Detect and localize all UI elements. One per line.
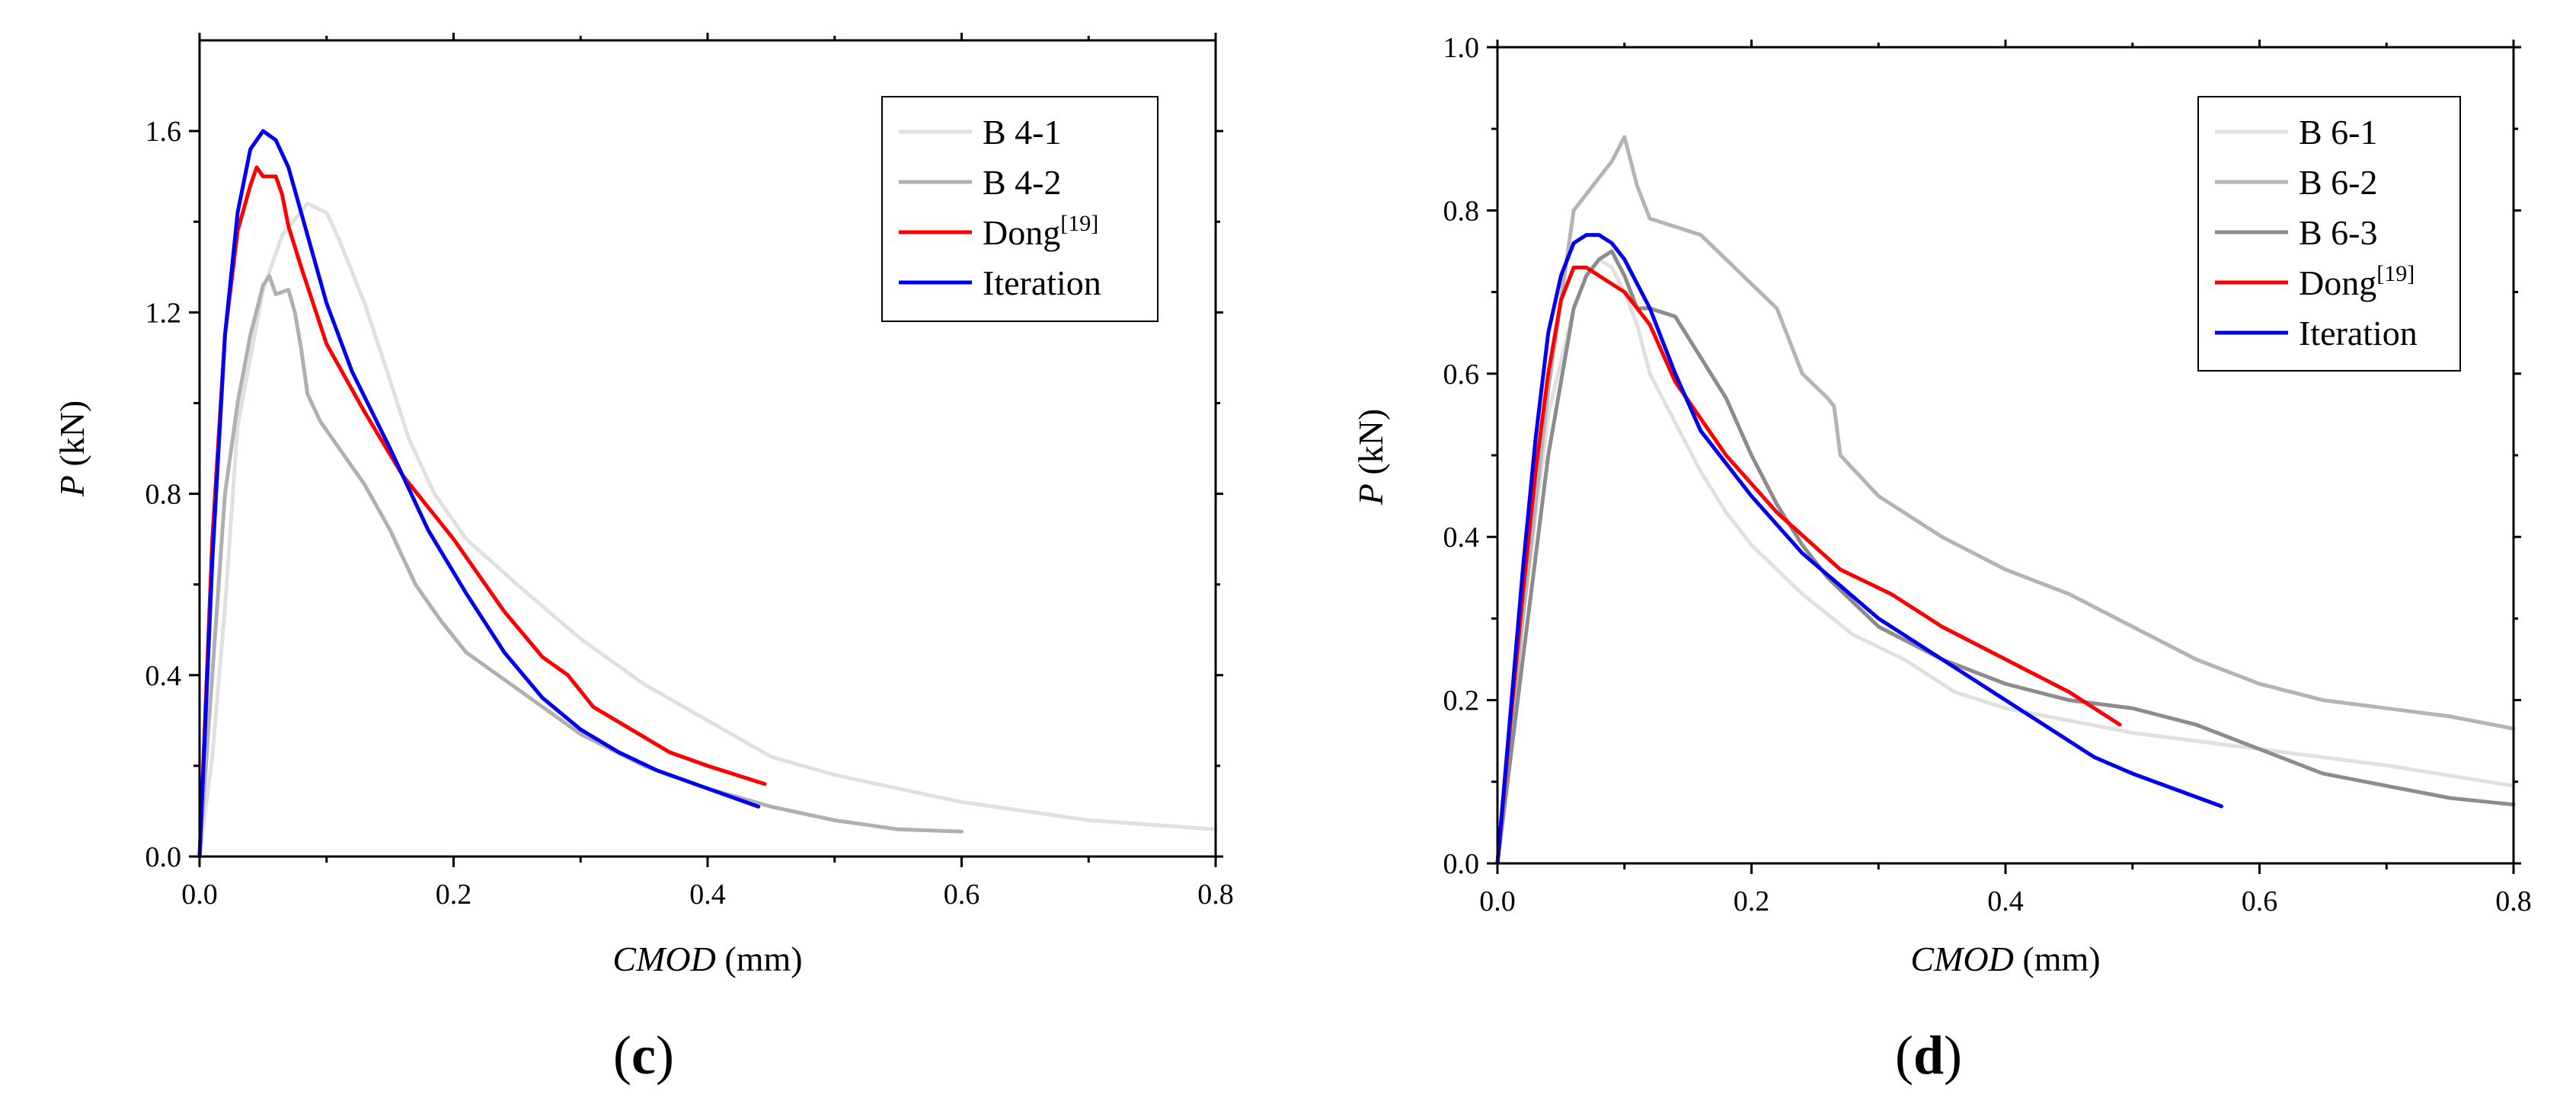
y-axis-label-unit: (kN)	[1351, 409, 1390, 483]
caption-close: )	[1944, 1025, 1962, 1086]
series-line-dong	[197, 165, 767, 859]
legend-label-sup: [19]	[2376, 261, 2415, 286]
x-axis-label-unit: (mm)	[716, 940, 803, 978]
caption-open: (	[613, 1025, 631, 1086]
legend-label: Iteration	[2299, 314, 2418, 353]
x-axis-label-var: CMOD	[1910, 940, 2013, 978]
y-tick-label: 0.8	[1443, 195, 1480, 227]
legend-label: Dong[19]	[983, 211, 1098, 252]
series-line-b-4-2	[197, 274, 964, 859]
chart-panel-d: 0.0 0.2 0.4 0.6 0.8 0.0 0.2 0.4 0.6 0.8 1.0 CMOD (m…	[1351, 32, 2532, 1086]
y-tick-label: 0.2	[1443, 685, 1480, 717]
y-tick-label: 0.0	[1443, 848, 1480, 880]
y-axis-label-var: P	[53, 475, 91, 497]
legend-label: B 6-1	[2299, 113, 2378, 152]
legend-label-name: B 6-2	[2299, 163, 2378, 202]
series-line-dong	[1495, 265, 2122, 866]
x-tick-label: 0.6	[2242, 885, 2278, 917]
y-axis-label: P (kN)	[53, 400, 91, 497]
caption-open: (	[1895, 1025, 1913, 1086]
legend-label: B 4-1	[983, 113, 1062, 152]
y-axis-label: P (kN)	[1351, 409, 1390, 506]
y-tick-label: 0.4	[1443, 522, 1480, 554]
x-tick-label: 0.8	[1197, 879, 1234, 911]
chart-panel-c: 0.0 0.2 0.4 0.6 0.8 0.0 0.4 0.8 1.2 1.6 CMOD (mm) P…	[53, 33, 1234, 1086]
y-tick-label: 0.6	[1443, 359, 1480, 391]
legend-label-name: B 6-1	[2299, 113, 2378, 152]
x-tick-label: 0.4	[1987, 885, 2024, 917]
x-tick-label: 0.0	[181, 879, 218, 911]
series-line-iteration	[197, 129, 761, 859]
y-tick-label: 1.6	[145, 116, 182, 148]
legend-label-name: B 4-1	[983, 113, 1062, 152]
x-tick-label: 0.8	[2495, 885, 2532, 917]
x-axis-label-unit: (mm)	[2014, 940, 2101, 978]
series-line-iteration	[1495, 233, 2223, 866]
panel-caption: (d)	[1895, 1025, 1962, 1086]
x-tick-label: 0.0	[1479, 885, 1516, 917]
legend-label: Dong[19]	[2299, 261, 2415, 302]
legend-label: B 6-3	[2299, 213, 2378, 252]
x-axis-label-var: CMOD	[612, 940, 715, 978]
x-tick-label: 0.2	[1734, 885, 1770, 917]
caption-close: )	[656, 1025, 674, 1086]
legend-label: B 6-2	[2299, 163, 2378, 202]
x-axis-label: CMOD (mm)	[612, 940, 802, 978]
x-tick-label: 0.6	[944, 879, 980, 911]
x-axis-label: CMOD (mm)	[1910, 940, 2100, 978]
legend-label-sup: [19]	[1060, 211, 1098, 236]
legend-label: Iteration	[983, 263, 1101, 302]
y-tick-label: 1.2	[145, 297, 182, 329]
legend-label-name: B 4-2	[983, 163, 1062, 202]
y-axis-label-var: P	[1351, 483, 1390, 506]
y-tick-label: 1.0	[1443, 32, 1480, 64]
legend-label-name: Dong	[2299, 263, 2376, 302]
y-tick-label: 0.4	[145, 660, 182, 692]
y-axis-label-unit: (kN)	[53, 400, 91, 475]
legend-label-name: B 6-3	[2299, 213, 2378, 252]
x-tick-label: 0.4	[689, 879, 726, 911]
caption-letter: c	[631, 1025, 656, 1086]
x-tick-label: 0.2	[436, 879, 472, 911]
caption-letter: d	[1913, 1025, 1944, 1086]
y-tick-label: 0.0	[145, 841, 182, 873]
legend: B 4-1 B 4-2 Dong[19] Iteration	[881, 96, 1159, 322]
legend-label-name: Iteration	[2299, 314, 2418, 353]
y-tick-label: 0.8	[145, 479, 182, 511]
legend-label-name: Dong	[983, 213, 1060, 252]
legend-label-name: Iteration	[983, 263, 1101, 302]
legend: B 6-1 B 6-2 B 6-3 Dong[19] Iteration	[2197, 96, 2461, 372]
series-line-b-6-2	[1495, 135, 2516, 866]
series-line-b-6-3	[1495, 249, 2516, 866]
legend-label: B 4-2	[983, 163, 1062, 202]
panel-caption: (c)	[613, 1025, 674, 1086]
